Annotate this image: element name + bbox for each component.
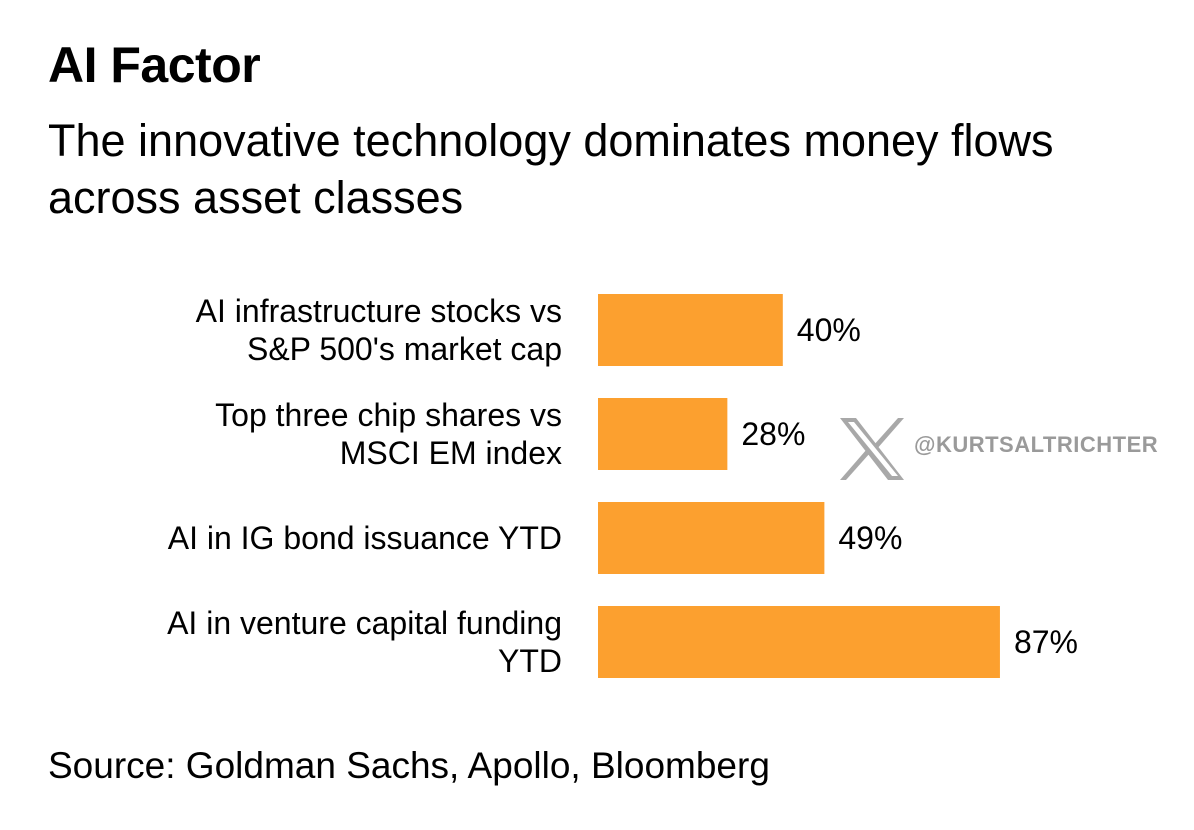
watermark-handle: @KURTSALTRICHTER: [914, 432, 1159, 457]
category-label-1: AI infrastructure stocks vs S&P 500's mar…: [196, 293, 562, 367]
bar-4: [598, 606, 1000, 678]
value-label-1: 40%: [797, 312, 861, 348]
category-label-line: AI in venture capital funding: [167, 605, 562, 641]
chart-title: AI Factor: [48, 37, 261, 93]
bar-3: [598, 502, 825, 574]
watermark: @KURTSALTRICHTER: [836, 414, 1158, 484]
category-label-line: AI infrastructure stocks vs: [196, 293, 562, 329]
source-note: Source: Goldman Sachs, Apollo, Bloomberg: [48, 745, 770, 786]
value-label-4: 87%: [1014, 624, 1078, 660]
category-label-line: AI in IG bond issuance YTD: [168, 520, 562, 556]
category-label-3: AI in IG bond issuance YTD: [168, 520, 562, 556]
bar-1: [598, 294, 783, 366]
x-logo-icon: [840, 418, 904, 480]
value-label-3: 49%: [838, 520, 902, 556]
category-label-2: Top three chip shares vs MSCI EM index: [215, 397, 562, 471]
bar-2: [598, 398, 728, 470]
category-label-4: AI in venture capital funding YTD: [167, 605, 562, 679]
category-label-line: S&P 500's market cap: [247, 331, 562, 367]
category-label-line: YTD: [498, 643, 562, 679]
chart-subtitle: The innovative technology dominates mone…: [48, 115, 1054, 223]
category-label-line: MSCI EM index: [340, 435, 562, 471]
value-label-2: 28%: [741, 416, 805, 452]
category-label-line: Top three chip shares vs: [215, 397, 562, 433]
